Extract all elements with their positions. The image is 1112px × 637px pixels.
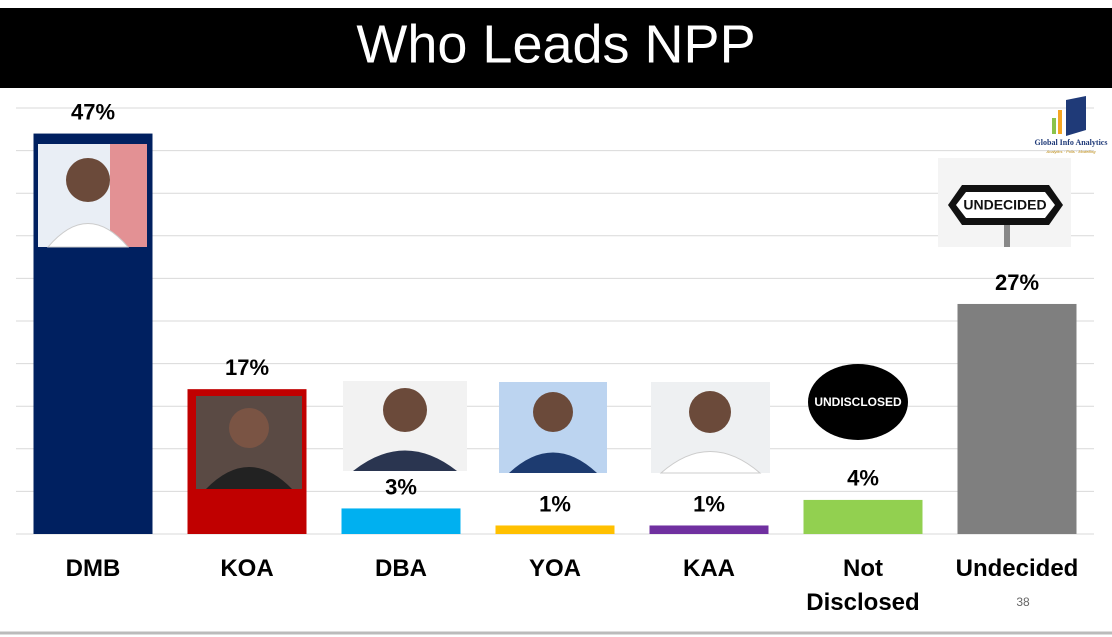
value-label: 1% <box>539 491 571 516</box>
sign-label: UNDECIDED <box>963 197 1046 213</box>
page-number: 38 <box>1016 595 1030 609</box>
photo-body <box>353 450 457 471</box>
x-tick-label: YOA <box>528 555 581 582</box>
logo-name: Global Info Analytics <box>1035 138 1108 147</box>
bar <box>495 525 615 534</box>
x-tick-label: Undecided <box>955 555 1079 582</box>
undisclosed-badge <box>808 364 908 440</box>
x-tick-label: DBA <box>375 555 427 582</box>
photo-face <box>383 388 427 432</box>
x-tick-label: DMB <box>65 555 121 582</box>
bar <box>803 499 923 534</box>
photo-body <box>46 223 130 248</box>
sign-inner <box>956 192 1055 218</box>
logo-bar <box>1058 110 1062 134</box>
photo-face <box>66 158 110 202</box>
photo-flag <box>110 144 147 247</box>
photo-face <box>533 392 573 432</box>
photos: UNDISCLOSED UNDECIDED <box>38 144 1071 489</box>
value-label: 4% <box>847 466 879 491</box>
x-tick-label: KOA <box>220 555 274 582</box>
bar <box>957 303 1077 534</box>
logo-bar <box>1052 118 1056 134</box>
photo-face <box>689 391 731 433</box>
photo-face <box>229 408 269 448</box>
bar <box>649 525 769 534</box>
title-bar <box>0 8 1112 88</box>
logo: Global Info Analytics Analytics · Polls … <box>1035 96 1108 154</box>
value-label: 17% <box>225 355 269 380</box>
x-tick-label: Not Disclosed <box>806 555 920 616</box>
chart-title: Who Leads NPP <box>356 14 755 74</box>
undisclosed-label: UNDISCLOSED <box>814 395 902 409</box>
value-label: 1% <box>693 491 725 516</box>
photo-body <box>659 451 762 474</box>
value-label: 3% <box>385 474 417 499</box>
photo-body <box>206 467 292 489</box>
x-tick-label: KAA <box>683 555 735 582</box>
logo-book <box>1066 96 1086 136</box>
photo-body <box>509 452 597 473</box>
bar <box>341 508 461 534</box>
value-label: 47% <box>71 99 115 124</box>
value-label: 27% <box>995 270 1039 295</box>
sign-post <box>1004 222 1010 247</box>
logo-tagline: Analytics · Polls · Modelling <box>1046 149 1097 154</box>
